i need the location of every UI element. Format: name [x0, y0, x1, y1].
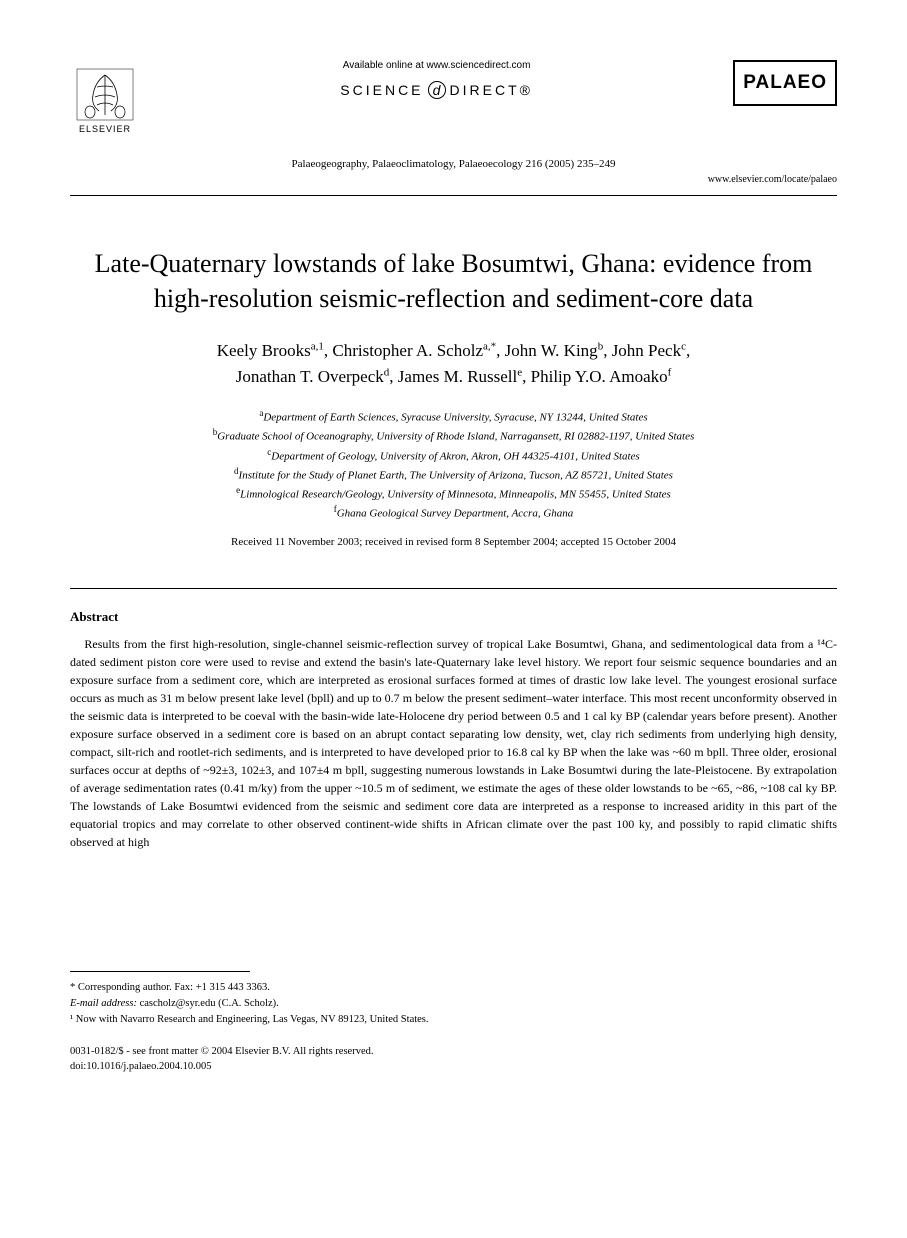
affiliation: cDepartment of Geology, University of Ak… — [70, 446, 837, 465]
author-sup: d — [384, 366, 390, 378]
abstract-heading: Abstract — [70, 609, 837, 625]
elsevier-text: ELSEVIER — [79, 124, 131, 134]
author-sup: e — [517, 366, 522, 378]
author: Jonathan T. Overpeckd — [236, 367, 390, 386]
affiliation-sup: d — [234, 466, 239, 476]
corresponding-author: * Corresponding author. Fax: +1 315 443 … — [70, 980, 837, 996]
center-header: Available online at www.sciencedirect.co… — [140, 60, 733, 100]
affiliation: bGraduate School of Oceanography, Univer… — [70, 426, 837, 445]
author-sup: f — [668, 366, 672, 378]
sciencedirect-logo: SCIENCE d DIRECT® — [340, 81, 533, 99]
affiliation-sup: f — [334, 504, 337, 514]
palaeo-logo: PALAEO — [733, 60, 837, 106]
author: James M. Russelle — [398, 367, 522, 386]
journal-url: www.elsevier.com/locate/palaeo — [70, 174, 837, 185]
author: John Peckc — [612, 341, 686, 360]
doi-line: doi:10.1016/j.palaeo.2004.10.005 — [70, 1060, 837, 1075]
abstract-top-rule — [70, 588, 837, 589]
affiliation: dInstitute for the Study of Planet Earth… — [70, 465, 837, 484]
abstract-body: Results from the first high-resolution, … — [70, 635, 837, 851]
copyright-line: 0031-0182/$ - see front matter © 2004 El… — [70, 1045, 837, 1060]
author: Keely Brooksa,1 — [217, 341, 324, 360]
header-divider — [70, 195, 837, 196]
sd-d-icon: d — [428, 81, 446, 99]
email-line: E-mail address: cascholz@syr.edu (C.A. S… — [70, 996, 837, 1012]
author: Christopher A. Scholza,* — [332, 341, 496, 360]
affiliation-sup: b — [213, 427, 218, 437]
header-row: ELSEVIER Available online at www.science… — [70, 60, 837, 140]
now-with: ¹ Now with Navarro Research and Engineer… — [70, 1012, 837, 1028]
affiliations-block: aDepartment of Earth Sciences, Syracuse … — [70, 407, 837, 522]
affiliation: fGhana Geological Survey Department, Acc… — [70, 503, 837, 522]
available-online-text: Available online at www.sciencedirect.co… — [140, 60, 733, 71]
author: Philip Y.O. Amoakof — [531, 367, 672, 386]
author-sup: a,1 — [311, 341, 324, 353]
elsevier-tree-icon — [75, 67, 135, 122]
footnote-divider — [70, 971, 250, 972]
email-label: E-mail address: — [70, 998, 137, 1009]
affiliation-sup: e — [236, 485, 240, 495]
elsevier-logo: ELSEVIER — [70, 60, 140, 140]
journal-citation: Palaeogeography, Palaeoclimatology, Pala… — [70, 158, 837, 170]
author-sup: a,* — [483, 341, 496, 353]
article-title: Late-Quaternary lowstands of lake Bosumt… — [70, 246, 837, 316]
author-sup: b — [598, 341, 604, 353]
sd-left: SCIENCE — [340, 82, 423, 98]
affiliation-sup: a — [259, 408, 263, 418]
email-value: cascholz@syr.edu (C.A. Scholz). — [140, 998, 279, 1009]
dates-line: Received 11 November 2003; received in r… — [70, 536, 837, 548]
authors-block: Keely Brooksa,1, Christopher A. Scholza,… — [70, 338, 837, 389]
affiliation: aDepartment of Earth Sciences, Syracuse … — [70, 407, 837, 426]
author-sup: c — [681, 341, 686, 353]
footnotes-block: * Corresponding author. Fax: +1 315 443 … — [70, 980, 837, 1027]
affiliation: eLimnological Research/Geology, Universi… — [70, 484, 837, 503]
affiliation-sup: c — [267, 447, 271, 457]
bottom-block: 0031-0182/$ - see front matter © 2004 El… — [70, 1045, 837, 1074]
author: John W. Kingb — [505, 341, 604, 360]
sd-right: DIRECT® — [450, 82, 533, 98]
